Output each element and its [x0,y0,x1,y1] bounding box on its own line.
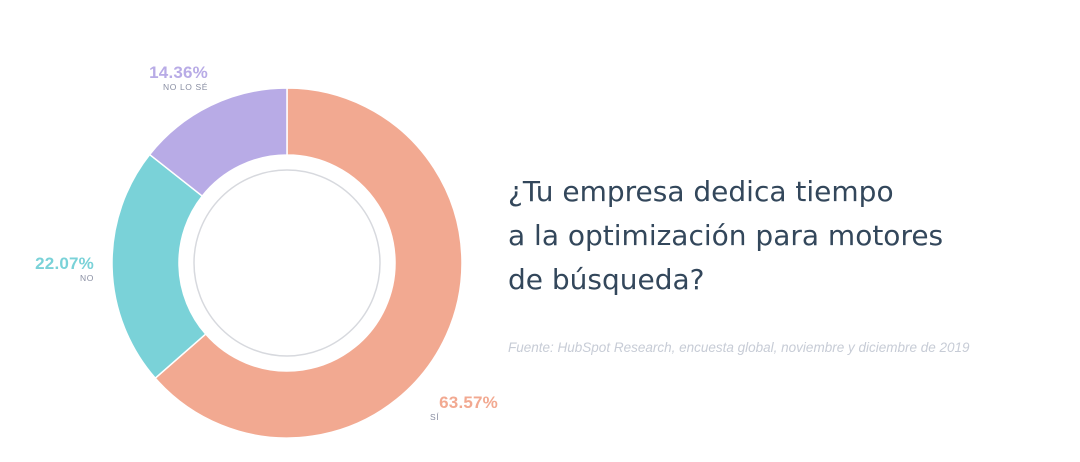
slice-no [111,153,207,380]
label-si: 63.57% SÍ [390,394,498,422]
chart-source-note: Fuente: HubSpot Research, encuesta globa… [508,340,970,355]
label-no: 22.07% NO [0,255,94,283]
chart-title-line-2: a la optimización para motores [508,219,944,252]
category-no-lo-se: NO LO SÉ [163,82,208,92]
percent-si: 63.57% [439,393,498,412]
chart-title-line-3: de búsqueda? [508,263,705,296]
label-no-lo-se: 14.36% NO LO SÉ [100,64,208,92]
inner-ring [193,169,381,357]
category-no: NO [80,273,94,283]
slice-no-lo-sé [148,87,288,198]
slice-sí [154,87,463,439]
percent-no-lo-se: 14.36% [149,63,208,82]
chart-title-line-1: ¿Tu empresa dedica tiempo [508,175,894,208]
percent-no: 22.07% [35,254,94,273]
chart-title: ¿Tu empresa dedica tiempo a la optimizac… [508,170,1048,302]
category-si: SÍ [430,412,440,422]
